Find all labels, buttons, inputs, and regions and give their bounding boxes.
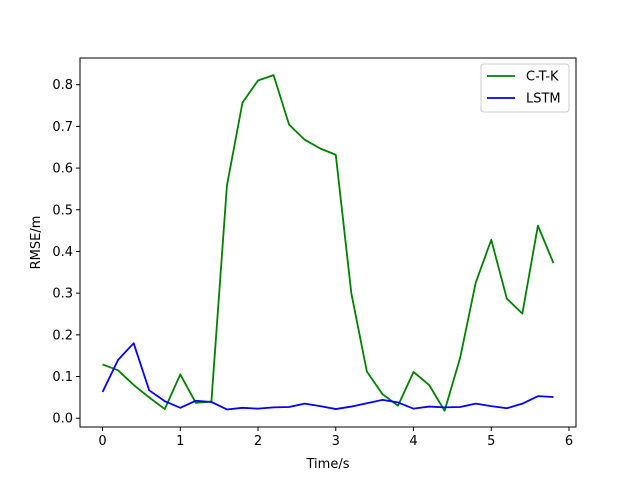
y-tick-label: 0.1 [52, 370, 73, 385]
y-axis-ticks: 0.0 0.1 0.2 0.3 0.4 0.5 0.6 0.7 0.8 [52, 78, 80, 427]
y-tick-label: 0.0 [52, 412, 73, 427]
y-tick-label: 0.2 [52, 328, 73, 343]
x-tick-label: 1 [176, 434, 184, 449]
plot-lines [101, 74, 555, 412]
x-tick-label: 3 [332, 434, 340, 449]
legend-label-ctk: C-T-K [526, 70, 559, 85]
y-tick-label: 0.7 [52, 120, 73, 135]
x-tick-label: 0 [98, 434, 106, 449]
plot-frame [79, 57, 577, 428]
x-tick-label: 4 [409, 434, 417, 449]
series-line-ctk [102, 74, 555, 412]
y-tick-label: 0.6 [52, 162, 73, 177]
y-tick-label: 0.3 [52, 287, 73, 302]
legend-label-lstm: LSTM [526, 92, 561, 107]
series-line-lstm [101, 342, 554, 411]
x-axis-label: Time/s [306, 457, 350, 472]
x-tick-label: 5 [487, 434, 495, 449]
x-tick-label: 6 [565, 434, 573, 449]
legend: C-T-K LSTM [480, 63, 570, 113]
y-axis-label: RMSE/m [29, 216, 44, 270]
y-tick-label: 0.4 [52, 245, 73, 260]
x-tick-label: 2 [254, 434, 262, 449]
y-tick-label: 0.8 [52, 78, 73, 93]
x-axis-ticks: 0 1 2 3 4 5 6 [98, 427, 573, 449]
y-tick-label: 0.5 [52, 203, 73, 218]
